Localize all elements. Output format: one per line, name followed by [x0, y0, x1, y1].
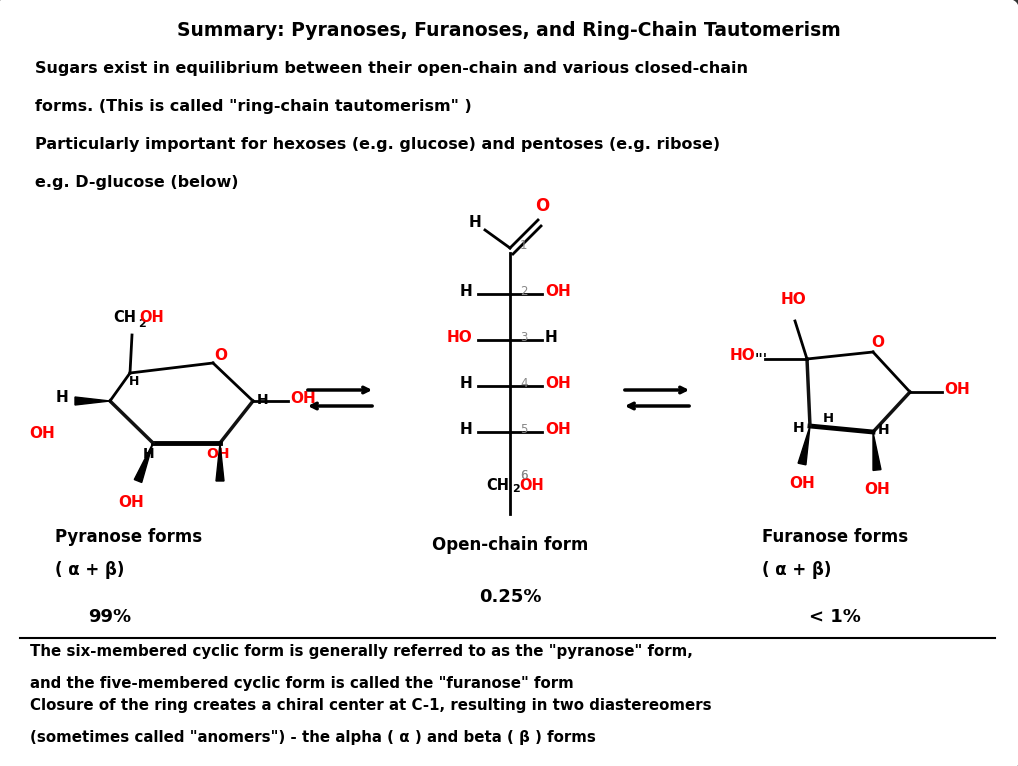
- Text: 2: 2: [520, 284, 527, 297]
- Text: H: H: [823, 411, 834, 424]
- Text: The six-membered cyclic form is generally referred to as the "pyranose" form,: The six-membered cyclic form is generall…: [30, 644, 693, 659]
- Text: 6: 6: [520, 469, 527, 482]
- Text: HO: HO: [729, 348, 755, 362]
- Text: Sugars exist in equilibrium between their open-chain and various closed-chain: Sugars exist in equilibrium between thei…: [35, 61, 748, 76]
- Text: 5: 5: [520, 423, 527, 436]
- Text: 99%: 99%: [89, 608, 131, 626]
- Text: OH: OH: [30, 425, 55, 440]
- Text: Particularly important for hexoses (e.g. glucose) and pentoses (e.g. ribose): Particularly important for hexoses (e.g.…: [35, 137, 720, 152]
- Text: and the five-membered cyclic form is called the "furanose" form: and the five-membered cyclic form is cal…: [30, 676, 574, 691]
- Text: 3: 3: [520, 330, 527, 343]
- Text: H: H: [55, 389, 68, 404]
- Text: OH: OH: [545, 283, 571, 299]
- Text: O: O: [534, 197, 549, 215]
- Text: 2: 2: [512, 484, 520, 494]
- Text: OH: OH: [207, 447, 230, 461]
- Text: 0.25%: 0.25%: [478, 588, 542, 606]
- Text: CH: CH: [113, 310, 136, 325]
- Text: ( α + β): ( α + β): [762, 561, 832, 579]
- Text: H: H: [792, 421, 804, 435]
- Polygon shape: [873, 432, 881, 470]
- Text: forms. (This is called "ring-chain tautomerism" ): forms. (This is called "ring-chain tauto…: [35, 99, 471, 114]
- Text: CH: CH: [487, 478, 509, 493]
- Text: Pyranose forms: Pyranose forms: [55, 528, 203, 546]
- Text: Closure of the ring creates a chiral center at C-1, resulting in two diastereome: Closure of the ring creates a chiral cen…: [30, 698, 712, 713]
- Text: Summary: Pyranoses, Furanoses, and Ring-Chain Tautomerism: Summary: Pyranoses, Furanoses, and Ring-…: [177, 21, 841, 40]
- Text: OH: OH: [519, 478, 545, 493]
- Text: H: H: [459, 283, 472, 299]
- Polygon shape: [798, 426, 810, 465]
- Text: O: O: [215, 348, 227, 362]
- Text: H: H: [878, 423, 890, 437]
- Text: ''': ''': [755, 352, 769, 366]
- Text: (sometimes called "anomers") - the alpha ( α ) and beta ( β ) forms: (sometimes called "anomers") - the alpha…: [30, 730, 596, 745]
- Text: 1: 1: [520, 238, 527, 251]
- Text: 6: 6: [520, 469, 527, 482]
- Text: OH: OH: [864, 482, 890, 497]
- Text: H: H: [129, 375, 139, 388]
- Polygon shape: [134, 443, 153, 483]
- Text: OH: OH: [139, 310, 164, 325]
- Text: H: H: [459, 421, 472, 437]
- Text: HO: HO: [780, 292, 806, 307]
- Text: 2: 2: [138, 319, 146, 329]
- Text: H: H: [545, 329, 558, 345]
- Text: OH: OH: [789, 476, 814, 491]
- Text: OH: OH: [118, 495, 144, 510]
- Text: H: H: [144, 447, 155, 461]
- Text: O: O: [871, 335, 885, 349]
- Text: OH: OH: [290, 391, 316, 405]
- Text: 4: 4: [520, 377, 527, 389]
- Polygon shape: [216, 443, 224, 481]
- Text: Furanose forms: Furanose forms: [762, 528, 908, 546]
- Text: H: H: [257, 393, 269, 407]
- Text: OH: OH: [944, 381, 970, 397]
- Text: < 1%: < 1%: [809, 608, 861, 626]
- Text: Open-chain form: Open-chain form: [432, 536, 588, 554]
- Text: e.g. D-glucose (below): e.g. D-glucose (below): [35, 175, 238, 190]
- Text: OH: OH: [545, 375, 571, 391]
- Text: H: H: [459, 375, 472, 391]
- Text: OH: OH: [545, 421, 571, 437]
- Text: H: H: [468, 214, 482, 230]
- Text: ( α + β): ( α + β): [55, 561, 124, 579]
- Text: HO: HO: [446, 329, 472, 345]
- Polygon shape: [75, 397, 110, 405]
